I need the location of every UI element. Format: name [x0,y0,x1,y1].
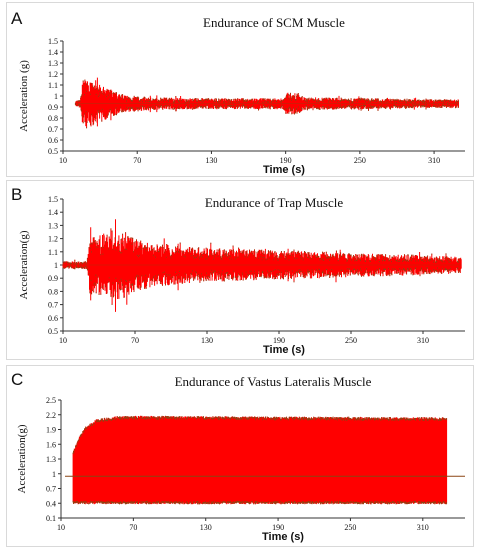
chart-title: Endurance of SCM Muscle [203,15,345,30]
panel-a: A Endurance of SCM Muscle 0.5 0.6 0.7 0.8 0.9… [6,2,474,177]
chart-title: Endurance of Vastus Lateralis Muscle [175,374,372,389]
x-tick-label: 70 [133,156,141,165]
panel-label-a: A [11,9,23,28]
x-tick-label: 70 [131,336,139,345]
panel-label-b: B [11,185,23,204]
chart-b: Endurance of Trap Muscle 0.5 0.6 0.7 0.8 0.9 1… [18,195,465,356]
y-tick-label: 1.1 [48,81,58,90]
y-tick-label: 0.8 [48,114,58,123]
x-tick-label: 310 [417,523,429,532]
panel-c: C Endurance of Vastus Lateralis Muscle 0.… [6,365,474,547]
panel-b: B Endurance of Trap Muscle 0.5 0.6 0.7 0.8 0.… [6,180,474,360]
y-tick-label: 1.4 [48,48,58,57]
y-axis-label: Acceleration (g) [18,60,30,132]
y-tick-label: 0.9 [48,103,58,112]
signal-trace-edge [62,228,461,305]
y-tick-label: 1 [52,470,56,479]
x-tick-label: 250 [354,156,366,165]
y-tick-label: 1.6 [46,440,56,449]
signal-trace [62,219,462,312]
x-axis-label: Time (s) [263,344,305,356]
y-tick-label: 1.2 [48,235,58,244]
y-tick-label: 0.6 [48,314,58,323]
y-tick-label: 0.5 [48,327,58,336]
y-tick-label: 0.4 [46,499,56,508]
x-tick-label: 250 [344,523,356,532]
x-tick-label: 190 [272,523,284,532]
y-tick-label: 0.5 [48,147,58,156]
y-tick-label: 0.8 [48,287,58,296]
signal-trace-edge [72,415,447,505]
panel-label-c: C [11,370,24,389]
y-tick-label: 1.4 [48,208,58,217]
chart-title: Endurance of Trap Muscle [205,195,344,210]
y-tick-label: 1.2 [48,70,58,79]
x-tick-label: 130 [200,523,212,532]
y-tick-label: 1 [54,261,58,270]
y-tick-label: 1.3 [46,455,56,464]
x-tick-label: 10 [59,336,67,345]
x-tick-label: 190 [273,336,285,345]
y-tick-label: 2.2 [46,411,56,420]
x-axis-label: Time (s) [263,164,305,176]
x-tick-label: 310 [428,156,440,165]
y-tick-label: 1 [54,92,58,101]
y-axis-label: Acceleration(g) [16,424,28,493]
signal-series [65,415,465,505]
signal-trace [74,77,459,129]
signal-series [62,219,462,312]
x-tick-label: 310 [417,336,429,345]
x-tick-label: 10 [59,156,67,165]
x-axis-label: Time (s) [262,531,304,543]
x-tick-label: 190 [280,156,292,165]
x-tick-label: 130 [201,336,213,345]
y-tick-label: 1.3 [48,59,58,68]
y-tick-label: 0.6 [48,136,58,145]
x-tick-label: 70 [129,523,137,532]
x-tick-label: 130 [205,156,217,165]
y-tick-label: 1.5 [48,37,58,46]
chart-c: Endurance of Vastus Lateralis Muscle 0.1 0… [16,374,465,543]
signal-series [74,77,459,129]
y-axis-label: Acceleration(g) [18,230,30,299]
signal-trace [72,415,448,505]
y-tick-label: 0.9 [48,274,58,283]
x-tick-label: 250 [345,336,357,345]
y-tick-label: 1.9 [46,426,56,435]
y-tick-label: 2.5 [46,396,56,405]
y-tick-label: 1.5 [48,195,58,204]
y-tick-label: 0.7 [48,125,58,134]
y-tick-label: 0.7 [48,301,58,310]
y-tick-label: 1.1 [48,248,58,257]
chart-a: Endurance of SCM Muscle 0.5 0.6 0.7 0.8 0.9 1 1… [18,15,465,176]
y-tick-label: 0.7 [46,485,56,494]
y-tick-label: 1.3 [48,221,58,230]
x-tick-label: 10 [57,523,65,532]
y-tick-label: 0.1 [46,514,56,523]
